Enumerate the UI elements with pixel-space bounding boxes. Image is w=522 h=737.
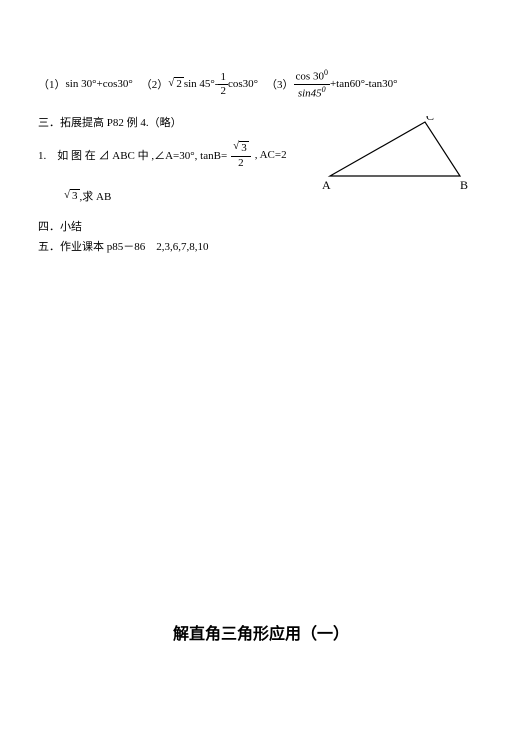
p2-frac: 1 2 (218, 72, 228, 97)
q1-sqrt3: √3 (64, 189, 80, 202)
p1-expr: sin 30°+cos30° (66, 78, 133, 90)
p1: （1） sin 30°+cos30° (38, 76, 133, 92)
p3-label: （3） (266, 76, 294, 92)
q1-text-a: 1. 如 图 在 ⊿ ABC 中 ,∠A=30°, tanB= (38, 147, 227, 163)
triangle-label-C: C (426, 116, 434, 123)
p2-sqrt: √2 (168, 77, 184, 90)
p1-label: （1） (38, 76, 66, 92)
q1-text-b: , AC=2 (255, 149, 287, 161)
p2: （2） √2 sin 45°- 1 2 cos30° (141, 72, 258, 97)
page-bottom-title: 解直角三角形应用（一） (0, 620, 522, 644)
triangle-figure: A B C (310, 116, 470, 196)
p2-expr-b: cos30° (228, 78, 258, 90)
triangle-label-B: B (460, 178, 468, 192)
section5: 五．作业课本 p85－86 2,3,6,7,8,10 (38, 238, 484, 254)
triangle-label-A: A (322, 178, 331, 192)
triangle-shape (330, 122, 460, 176)
expressions-row: （1） sin 30°+cos30° （2） √2 sin 45°- 1 2 c… (38, 70, 484, 98)
triangle-svg: A B C (310, 116, 470, 196)
q1-frac: √3 2 (231, 141, 251, 168)
p3-expr-b: +tan60°-tan30° (330, 78, 398, 90)
p3-frac: cos 300 sin450 (294, 69, 330, 99)
section4: 四．小结 (38, 218, 484, 234)
p2-expr-a: sin 45°- (184, 78, 219, 90)
p3: （3） cos 300 sin450 +tan60°-tan30° (266, 69, 397, 99)
p2-label: （2） (141, 76, 169, 92)
q1-text-c: ,求 AB (80, 188, 112, 204)
